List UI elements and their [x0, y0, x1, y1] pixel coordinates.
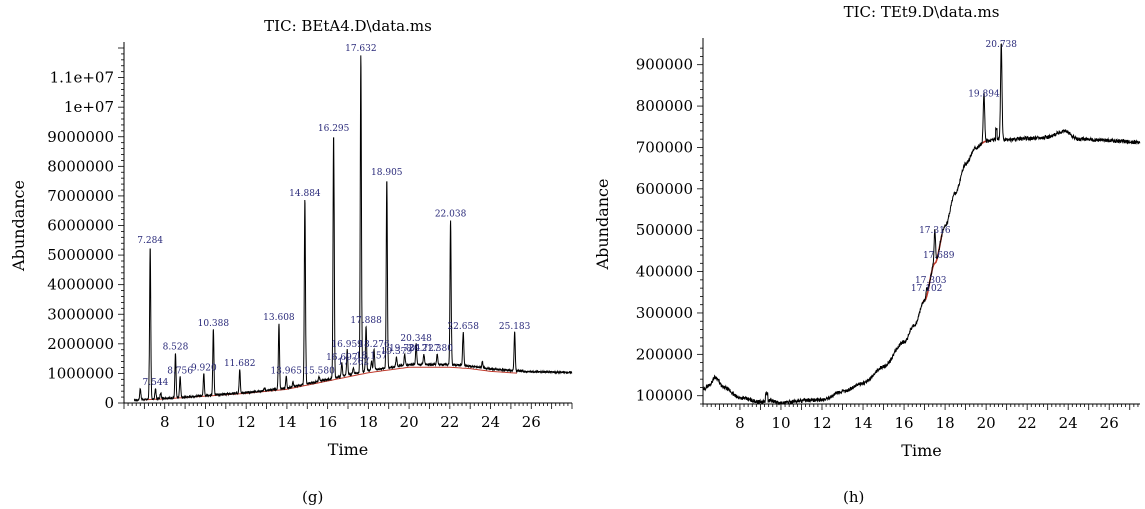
y-tick-label-g-0: 0: [104, 394, 114, 412]
y-tick-label-h-6: 700000: [636, 138, 693, 156]
x-tick-label-h-2: 12: [812, 414, 831, 432]
chromatogram-g: TIC: BEtA4.D\data.ms 8 10 12 14 16 18 20 22 24 26 0…: [9, 17, 573, 459]
peak-label-g-2: 7.544: [143, 378, 169, 388]
peak-label-g-15: 16.295: [318, 124, 350, 134]
x-tick-label-h-4: 16: [895, 414, 914, 432]
x-tick-label-g-0: 8: [160, 413, 170, 431]
y-tick-label-h-2: 300000: [636, 304, 693, 322]
peak-label-h-4: 19.894: [968, 90, 1000, 100]
y-tick-label-g-5: 5000000: [47, 246, 114, 264]
x-tick-label-g-5: 18: [359, 413, 378, 431]
x-tick-label-h-3: 14: [853, 414, 872, 432]
peak-label-h-0: 17.102: [911, 284, 943, 294]
peak-label-g-28: 21.380: [421, 344, 453, 354]
peak-label-g-1: 7.284: [137, 236, 163, 246]
peak-label-g-20: 17.888: [350, 316, 382, 326]
peak-label-g-10: 13.608: [263, 313, 295, 323]
y-tick-label-h-3: 400000: [636, 263, 693, 281]
y-tick-label-g-4: 4000000: [47, 276, 114, 294]
chromatogram-h: TIC: TEt9.D\data.ms 8 10 12 14 16 18 20 22 24 26 10…: [593, 3, 1141, 460]
y-tick-label-g-8: 8000000: [47, 157, 114, 175]
y-tick-label-h-5: 600000: [636, 180, 693, 198]
peak-label-g-8: 11.682: [224, 359, 256, 369]
y-tick-label-g-10: 1e+07: [64, 98, 114, 116]
chart-title-h: TIC: TEt9.D\data.ms: [844, 3, 1000, 21]
x-tick-label-g-9: 26: [522, 413, 541, 431]
x-tick-label-h-5: 18: [936, 414, 955, 432]
chart-panel-h: TIC: TEt9.D\data.ms 8 10 12 14 16 18 20 22 24 26 10…: [580, 0, 1145, 509]
x-tick-label-h-1: 10: [771, 414, 790, 432]
peak-label-g-30: 22.658: [447, 322, 479, 332]
peak-label-g-32: 25.183: [499, 322, 531, 332]
peak-label-h-2: 17.316: [919, 226, 951, 236]
y-tick-label-g-6: 6000000: [47, 217, 114, 235]
peak-label-g-5: 8.756: [167, 366, 193, 376]
x-tick-label-g-8: 24: [481, 413, 500, 431]
x-axis-title-h: Time: [901, 441, 941, 460]
tic-trace-h: [702, 43, 1141, 406]
y-tick-label-g-3: 3000000: [47, 305, 114, 323]
y-tick-label-g-7: 7000000: [47, 187, 114, 205]
x-tick-label-g-7: 22: [440, 413, 459, 431]
y-axis-title-g: Abundance: [9, 180, 28, 272]
x-tick-label-h-9: 26: [1100, 414, 1119, 432]
x-tick-label-g-6: 20: [400, 413, 419, 431]
peak-label-h-5: 20.738: [986, 40, 1018, 50]
chart-panel-g: TIC: BEtA4.D\data.ms 8 10 12 14 16 18 20 22 24 26 0…: [9, 17, 573, 506]
peak-label-g-14: 15.580: [303, 366, 335, 376]
peak-label-g-21: 18.157: [356, 352, 388, 362]
peak-label-h-1: 17.303: [915, 276, 947, 286]
x-tick-label-g-1: 10: [196, 413, 215, 431]
peak-label-g-18: 17.262: [338, 358, 370, 368]
peak-label-g-13: 14.884: [289, 189, 321, 199]
x-tick-label-g-2: 12: [237, 413, 256, 431]
tic-trace-g: [133, 55, 573, 403]
y-tick-label-g-11: 1.1e+07: [50, 69, 114, 87]
y-axis-title-h: Abundance: [593, 179, 612, 271]
x-tick-label-g-3: 14: [277, 413, 296, 431]
chart-title-g: TIC: BEtA4.D\data.ms: [264, 17, 432, 35]
caption-g: (g): [302, 488, 324, 506]
y-tick-label-g-2: 2000000: [47, 335, 114, 353]
peak-label-g-17: 16.959: [331, 340, 363, 350]
peak-label-g-26: 20.348: [400, 334, 432, 344]
x-tick-label-h-6: 20: [977, 414, 996, 432]
peak-label-g-22: 18.276: [358, 340, 390, 350]
peak-label-g-27: 20.727: [408, 344, 440, 354]
peak-label-g-11: 13.965: [270, 366, 302, 376]
x-tick-label-g-4: 16: [318, 413, 337, 431]
x-tick-label-h-0: 8: [735, 414, 745, 432]
x-tick-label-h-8: 24: [1059, 414, 1078, 432]
y-tick-label-h-0: 100000: [636, 387, 693, 405]
caption-h: (h): [843, 488, 865, 506]
peak-label-g-19: 17.632: [345, 44, 377, 54]
peak-label-g-7: 10.388: [198, 319, 230, 329]
y-tick-label-g-9: 9000000: [47, 128, 114, 146]
y-tick-label-h-8: 900000: [636, 56, 693, 74]
peak-label-g-16: 16.697: [326, 353, 358, 363]
peak-label-g-24: 19.379: [381, 347, 413, 357]
y-tick-label-h-4: 500000: [636, 221, 693, 239]
peak-label-g-4: 8.528: [163, 343, 189, 353]
y-tick-label-g-1: 1000000: [47, 364, 114, 382]
peak-label-g-25: 19.784: [389, 344, 421, 354]
peak-label-g-23: 18.905: [371, 168, 403, 178]
peak-label-g-29: 22.038: [435, 210, 467, 220]
x-axis-title-g: Time: [328, 440, 368, 459]
peak-label-h-3: 17.689: [923, 251, 955, 261]
y-tick-label-h-7: 800000: [636, 97, 693, 115]
y-tick-label-h-1: 200000: [636, 345, 693, 363]
peak-label-g-6: 9.920: [191, 363, 217, 373]
x-tick-label-h-7: 22: [1018, 414, 1037, 432]
